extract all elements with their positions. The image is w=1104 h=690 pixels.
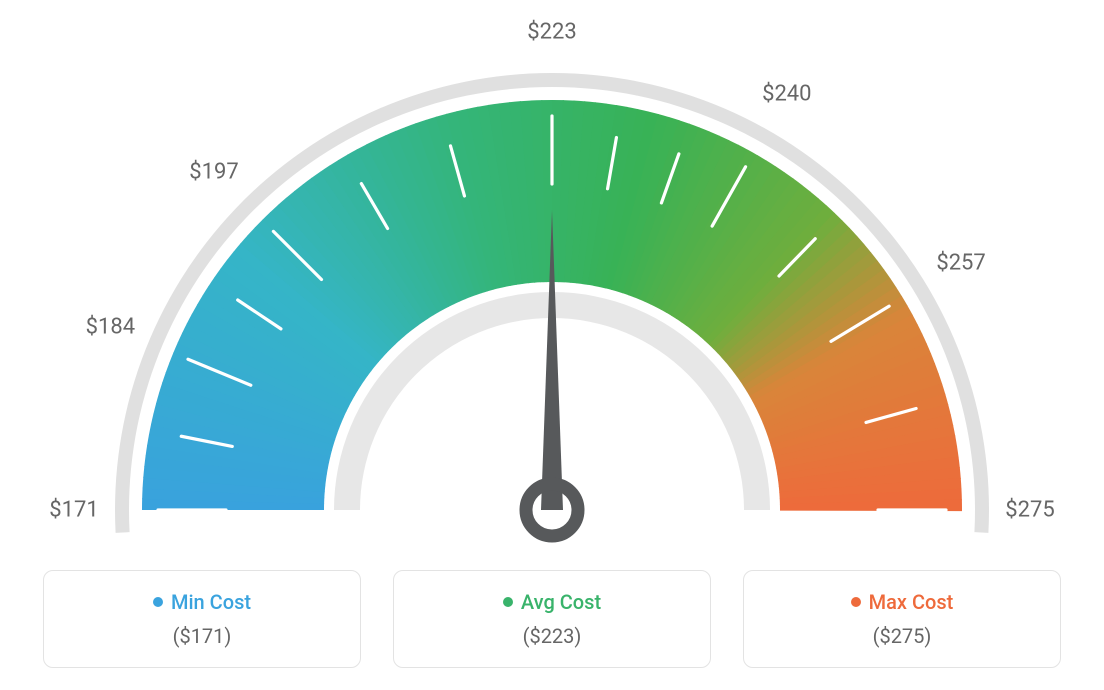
gauge-tick-label: $257 (936, 250, 985, 275)
legend-dot-avg (503, 597, 513, 607)
legend-card-max: Max Cost ($275) (743, 570, 1061, 668)
gauge-tick-label: $240 (762, 81, 811, 106)
gauge-tick-label: $171 (49, 498, 98, 523)
legend-dot-min (153, 597, 163, 607)
cost-gauge: $171 $184 $197 $223 $240 $257 $275 (52, 20, 1052, 560)
legend-row: Min Cost ($171) Avg Cost ($223) Max Cost… (43, 570, 1061, 668)
gauge-tick-label: $223 (527, 20, 576, 45)
gauge-tick-label: $275 (1005, 498, 1054, 523)
legend-value-avg: ($223) (523, 624, 582, 648)
legend-label-avg: Avg Cost (521, 590, 601, 614)
legend-card-avg: Avg Cost ($223) (393, 570, 711, 668)
gauge-tick-label: $184 (86, 315, 135, 340)
legend-label-min: Min Cost (171, 590, 251, 614)
gauge-tick-label: $197 (189, 160, 238, 185)
legend-dot-max (851, 597, 861, 607)
legend-value-max: ($275) (873, 624, 932, 648)
legend-card-min: Min Cost ($171) (43, 570, 361, 668)
legend-value-min: ($171) (173, 624, 232, 648)
legend-label-max: Max Cost (869, 590, 954, 614)
